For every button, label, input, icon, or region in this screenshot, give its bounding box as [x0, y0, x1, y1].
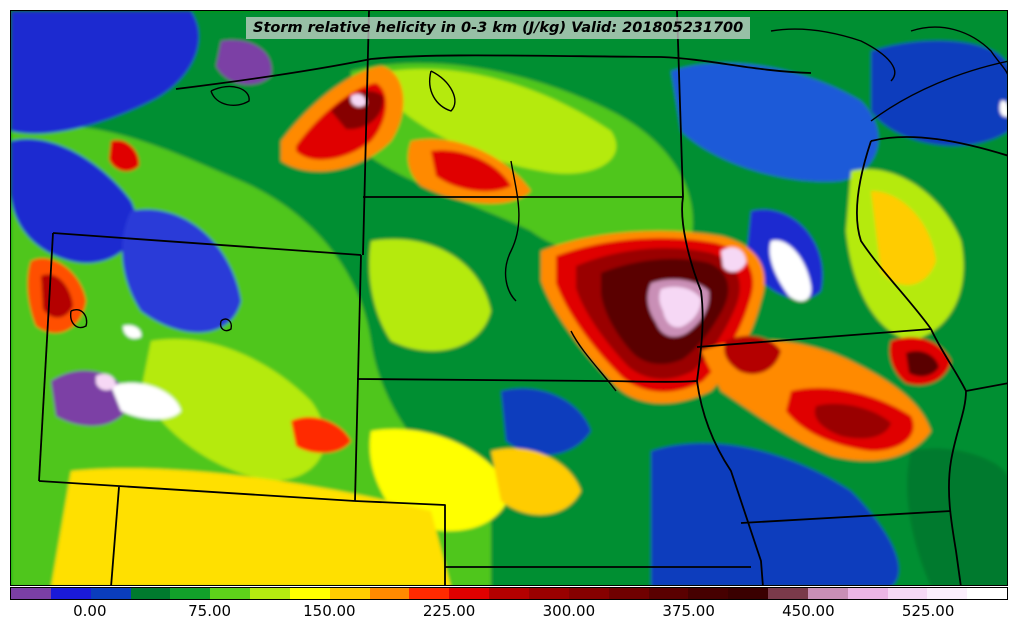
colorbar-segment	[409, 588, 450, 599]
colorbar-segment	[608, 588, 649, 599]
colorbar-labels: 0.00 75.00 150.00 225.00 300.00 375.00 450.00 5…	[10, 602, 1008, 624]
colorbar-segment	[967, 588, 1008, 599]
colorbar-segment	[927, 588, 968, 599]
colorbar-segment	[449, 588, 490, 599]
colorbar-segment	[489, 588, 529, 599]
colorbar-tick-label: 0.00	[73, 602, 107, 620]
colorbar-tick-label: 375.00	[662, 602, 715, 620]
map-title: Storm relative helicity in 0-3 km (J/kg)…	[246, 17, 751, 39]
colorbar-segment	[50, 588, 91, 599]
colorbar-segment	[768, 588, 808, 599]
colorbar-tick-label: 450.00	[782, 602, 835, 620]
colorbar-segment	[289, 588, 330, 599]
colorbar-segment	[847, 588, 888, 599]
colorbar-segment	[210, 588, 251, 599]
colorbar-tick-label: 75.00	[188, 602, 232, 620]
colorbar-tick-label: 525.00	[901, 602, 955, 620]
colorbar-segment	[250, 588, 290, 599]
colorbar-segment	[887, 588, 928, 599]
colorbar-segment	[170, 588, 211, 599]
colorbar-segment	[90, 588, 131, 599]
colorbar-tick-label: 225.00	[422, 602, 476, 620]
colorbar-segment	[807, 588, 848, 599]
colorbar-segment	[11, 588, 51, 599]
helicity-field	[11, 11, 1007, 585]
srh-map	[11, 11, 1007, 585]
colorbar-segment	[568, 588, 609, 599]
map-frame: Storm relative helicity in 0-3 km (J/kg)…	[10, 10, 1008, 586]
colorbar	[10, 587, 1008, 600]
colorbar-segment	[528, 588, 569, 599]
colorbar-tick-label: 300.00	[542, 602, 596, 620]
colorbar-tick-label: 150.00	[303, 602, 356, 620]
colorbar-segment	[688, 588, 729, 599]
colorbar-segment	[329, 588, 370, 599]
colorbar-segment	[648, 588, 689, 599]
colorbar-segment	[369, 588, 410, 599]
colorbar-segment	[728, 588, 769, 599]
colorbar-segment	[130, 588, 171, 599]
political-boundaries	[38, 11, 1007, 585]
